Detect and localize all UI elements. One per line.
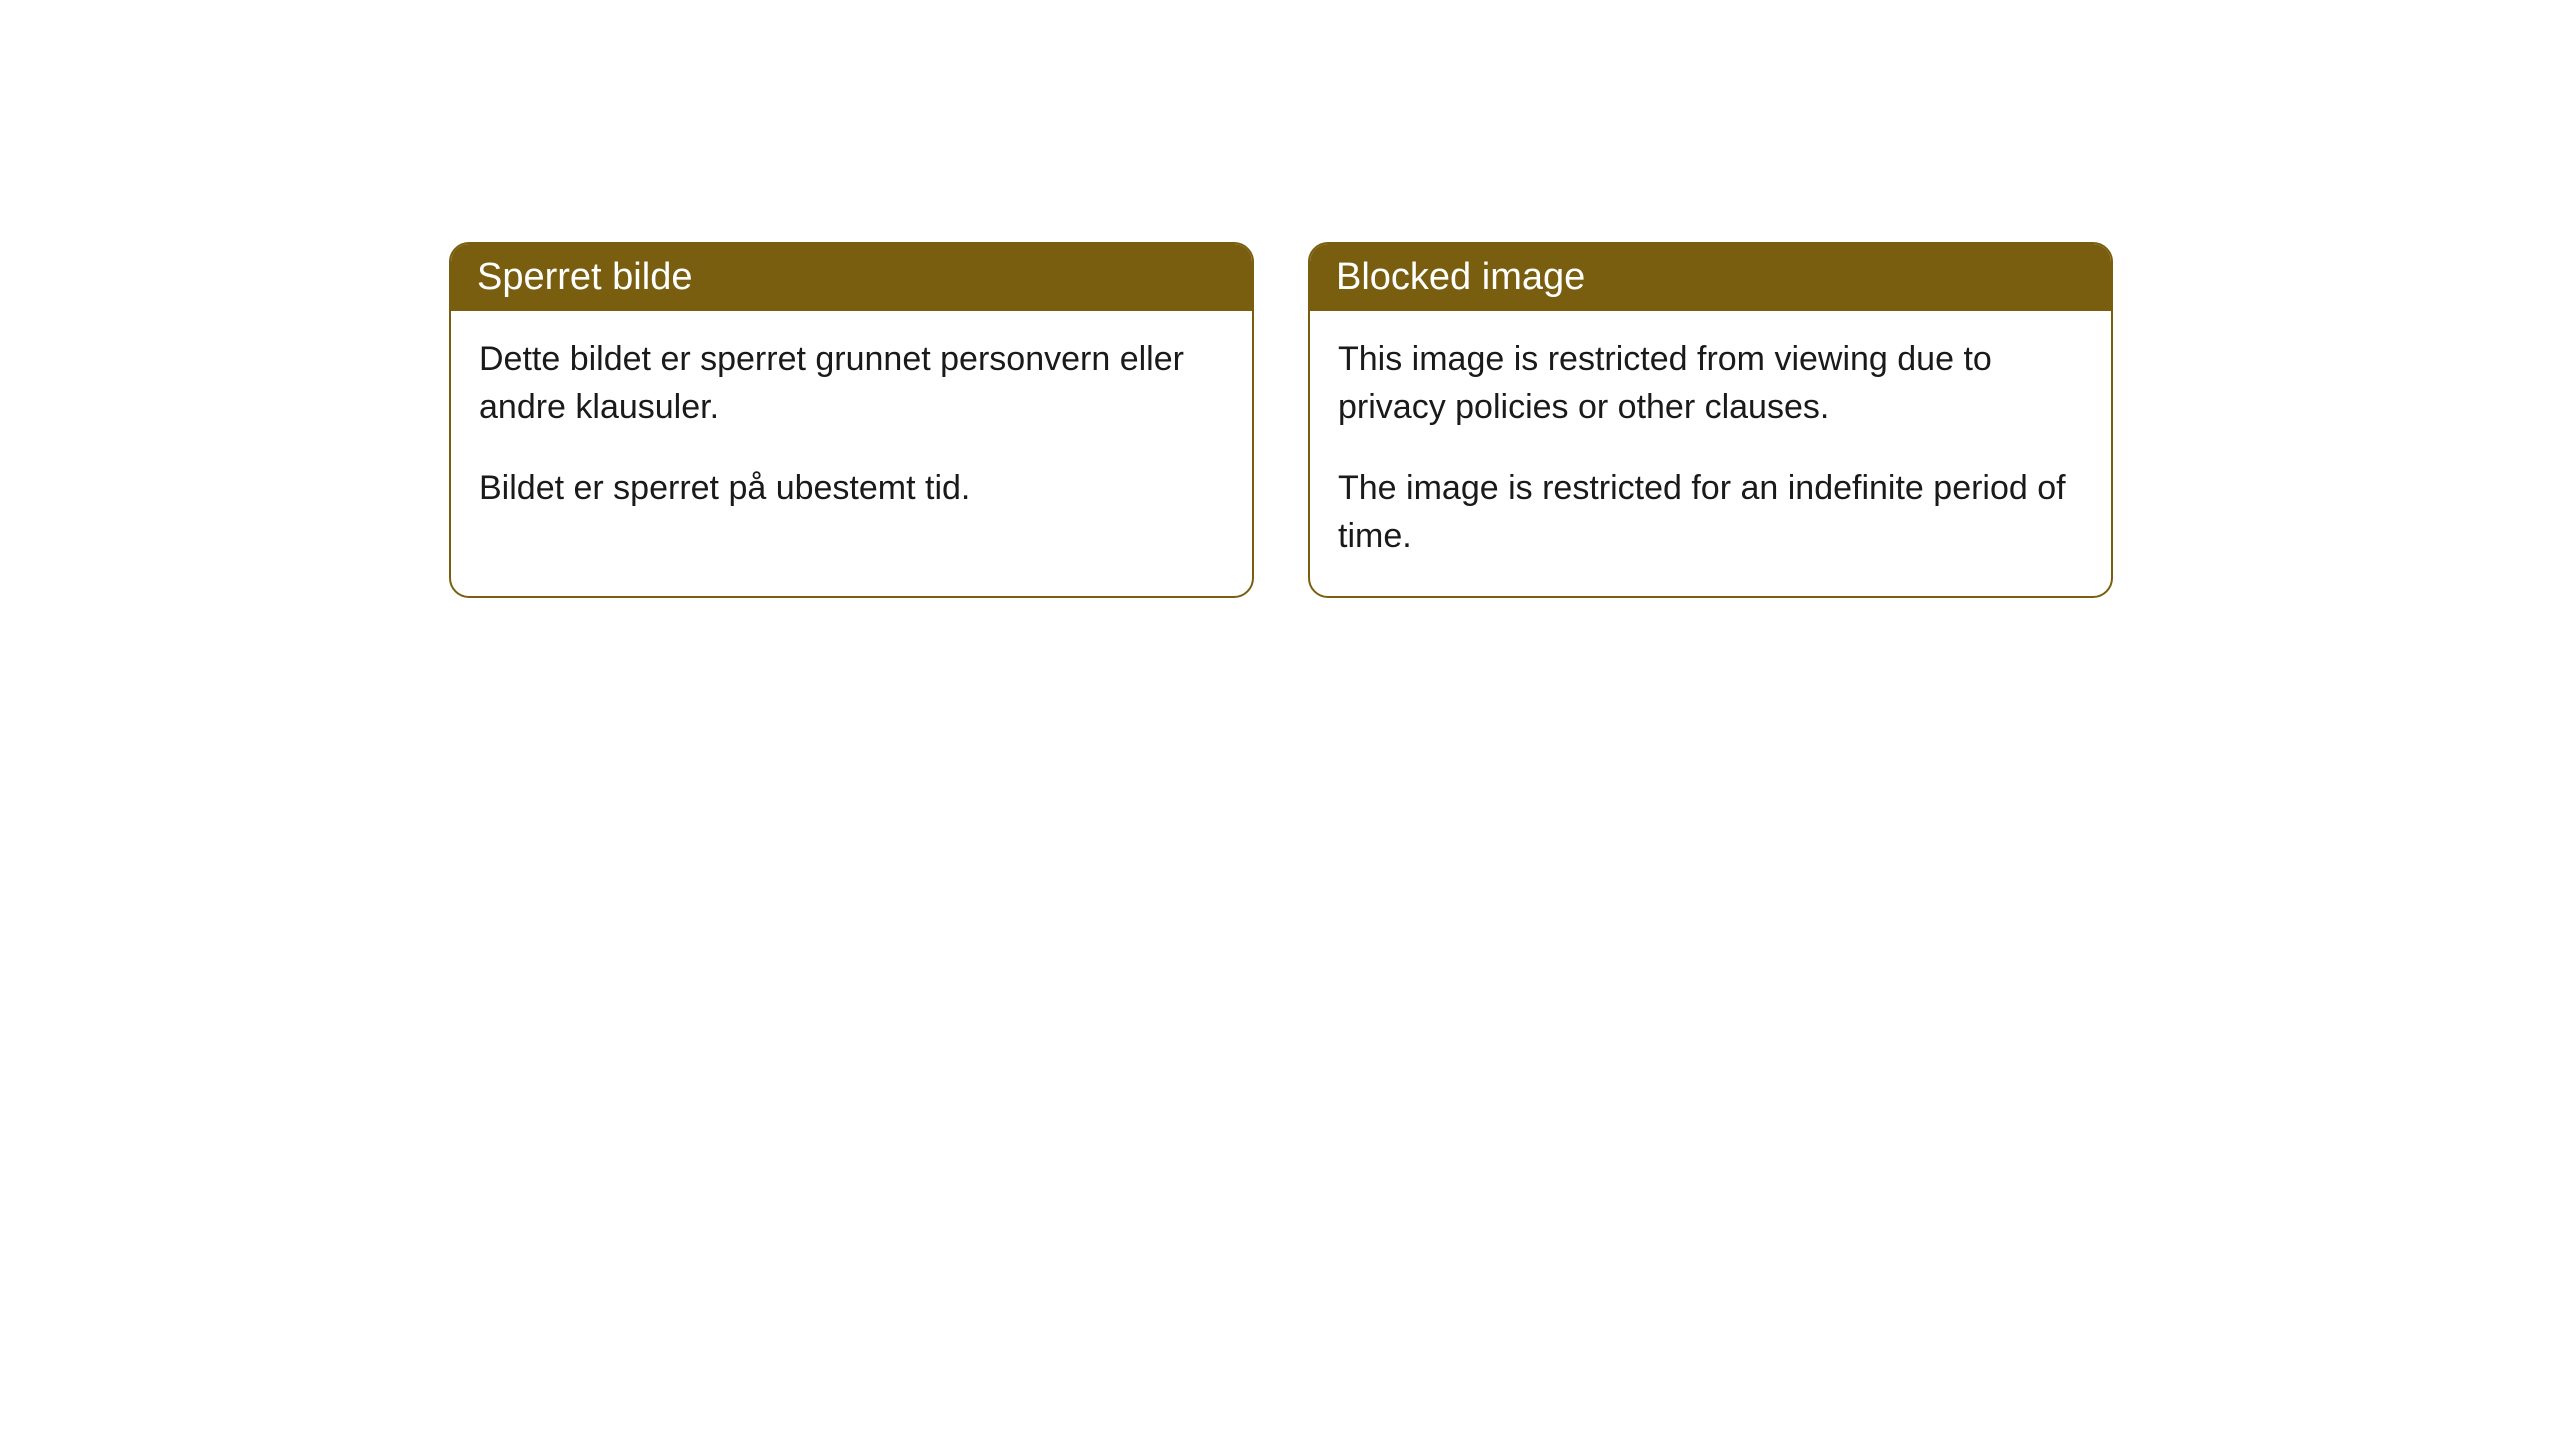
card-header-norwegian: Sperret bilde — [451, 244, 1252, 311]
card-paragraph: This image is restricted from viewing du… — [1338, 335, 2083, 432]
blocked-image-card-english: Blocked image This image is restricted f… — [1308, 242, 2113, 598]
card-body-english: This image is restricted from viewing du… — [1310, 311, 2111, 596]
card-paragraph: Bildet er sperret på ubestemt tid. — [479, 464, 1224, 512]
notice-container: Sperret bilde Dette bildet er sperret gr… — [0, 0, 2560, 598]
card-body-norwegian: Dette bildet er sperret grunnet personve… — [451, 311, 1252, 548]
card-paragraph: The image is restricted for an indefinit… — [1338, 464, 2083, 561]
card-title: Blocked image — [1336, 256, 1585, 298]
card-paragraph: Dette bildet er sperret grunnet personve… — [479, 335, 1224, 432]
blocked-image-card-norwegian: Sperret bilde Dette bildet er sperret gr… — [449, 242, 1254, 598]
card-header-english: Blocked image — [1310, 244, 2111, 311]
card-title: Sperret bilde — [477, 256, 692, 298]
